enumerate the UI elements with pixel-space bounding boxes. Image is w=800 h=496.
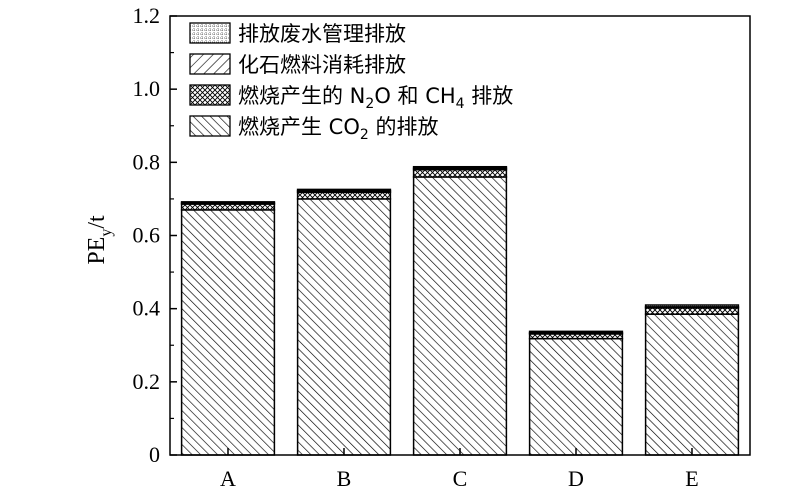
bar-B-series-1: [296, 191, 392, 200]
y-tick-label: 0: [149, 442, 160, 467]
bar-E-series-3: [644, 304, 740, 308]
y-tick-label: 0.8: [133, 149, 161, 174]
bar-E-series-1: [644, 307, 740, 315]
x-axis-ticks: A B C D E: [220, 448, 699, 491]
legend-entry: 燃烧产生 CO2 的排放: [238, 115, 438, 143]
y-tick-label: 0.6: [133, 223, 161, 248]
y-tick-label: 1.0: [133, 76, 161, 101]
x-tick-label: E: [685, 466, 698, 491]
legend-entry: 化石燃料消耗排放: [238, 53, 406, 77]
y-tick-label: 0.4: [133, 296, 161, 321]
legend-swatch: [189, 22, 231, 44]
bar-A-series-0: [180, 209, 276, 456]
x-tick-label: B: [337, 466, 352, 491]
bar-D-series-3: [528, 330, 624, 334]
x-tick-label: D: [568, 466, 584, 491]
legend-entry: 燃烧产生的 N2O 和 CH4 排放: [238, 84, 513, 112]
legend-swatch: [189, 84, 231, 106]
bar-A-series-3: [180, 201, 276, 204]
y-axis-title: PEy/t: [84, 215, 115, 265]
bars-layer: [180, 165, 740, 456]
x-tick-label: A: [220, 466, 236, 491]
bar-B-series-3: [296, 188, 392, 192]
bar-C-series-0: [412, 176, 508, 456]
bar-B-series-0: [296, 198, 392, 456]
x-tick-label: C: [453, 466, 468, 491]
y-axis-ticks: 0 0.2 0.4 0.6 0.8 1.0 1.2: [133, 3, 177, 467]
plot-frame: [169, 15, 751, 456]
bar-C-series-3: [412, 165, 508, 169]
y-tick-label: 0.2: [133, 369, 161, 394]
bar-A-series-1: [180, 203, 276, 211]
svg-text:PEy/t: PEy/t: [84, 215, 115, 265]
legend-swatch: [189, 115, 231, 137]
bar-E-series-0: [644, 313, 740, 456]
bar-C-series-1: [412, 168, 508, 178]
legend-swatch: [189, 53, 231, 75]
bar-D-series-0: [528, 337, 624, 456]
y-tick-label: 1.2: [133, 3, 161, 28]
legend-entry: 排放废水管理排放: [238, 22, 406, 46]
